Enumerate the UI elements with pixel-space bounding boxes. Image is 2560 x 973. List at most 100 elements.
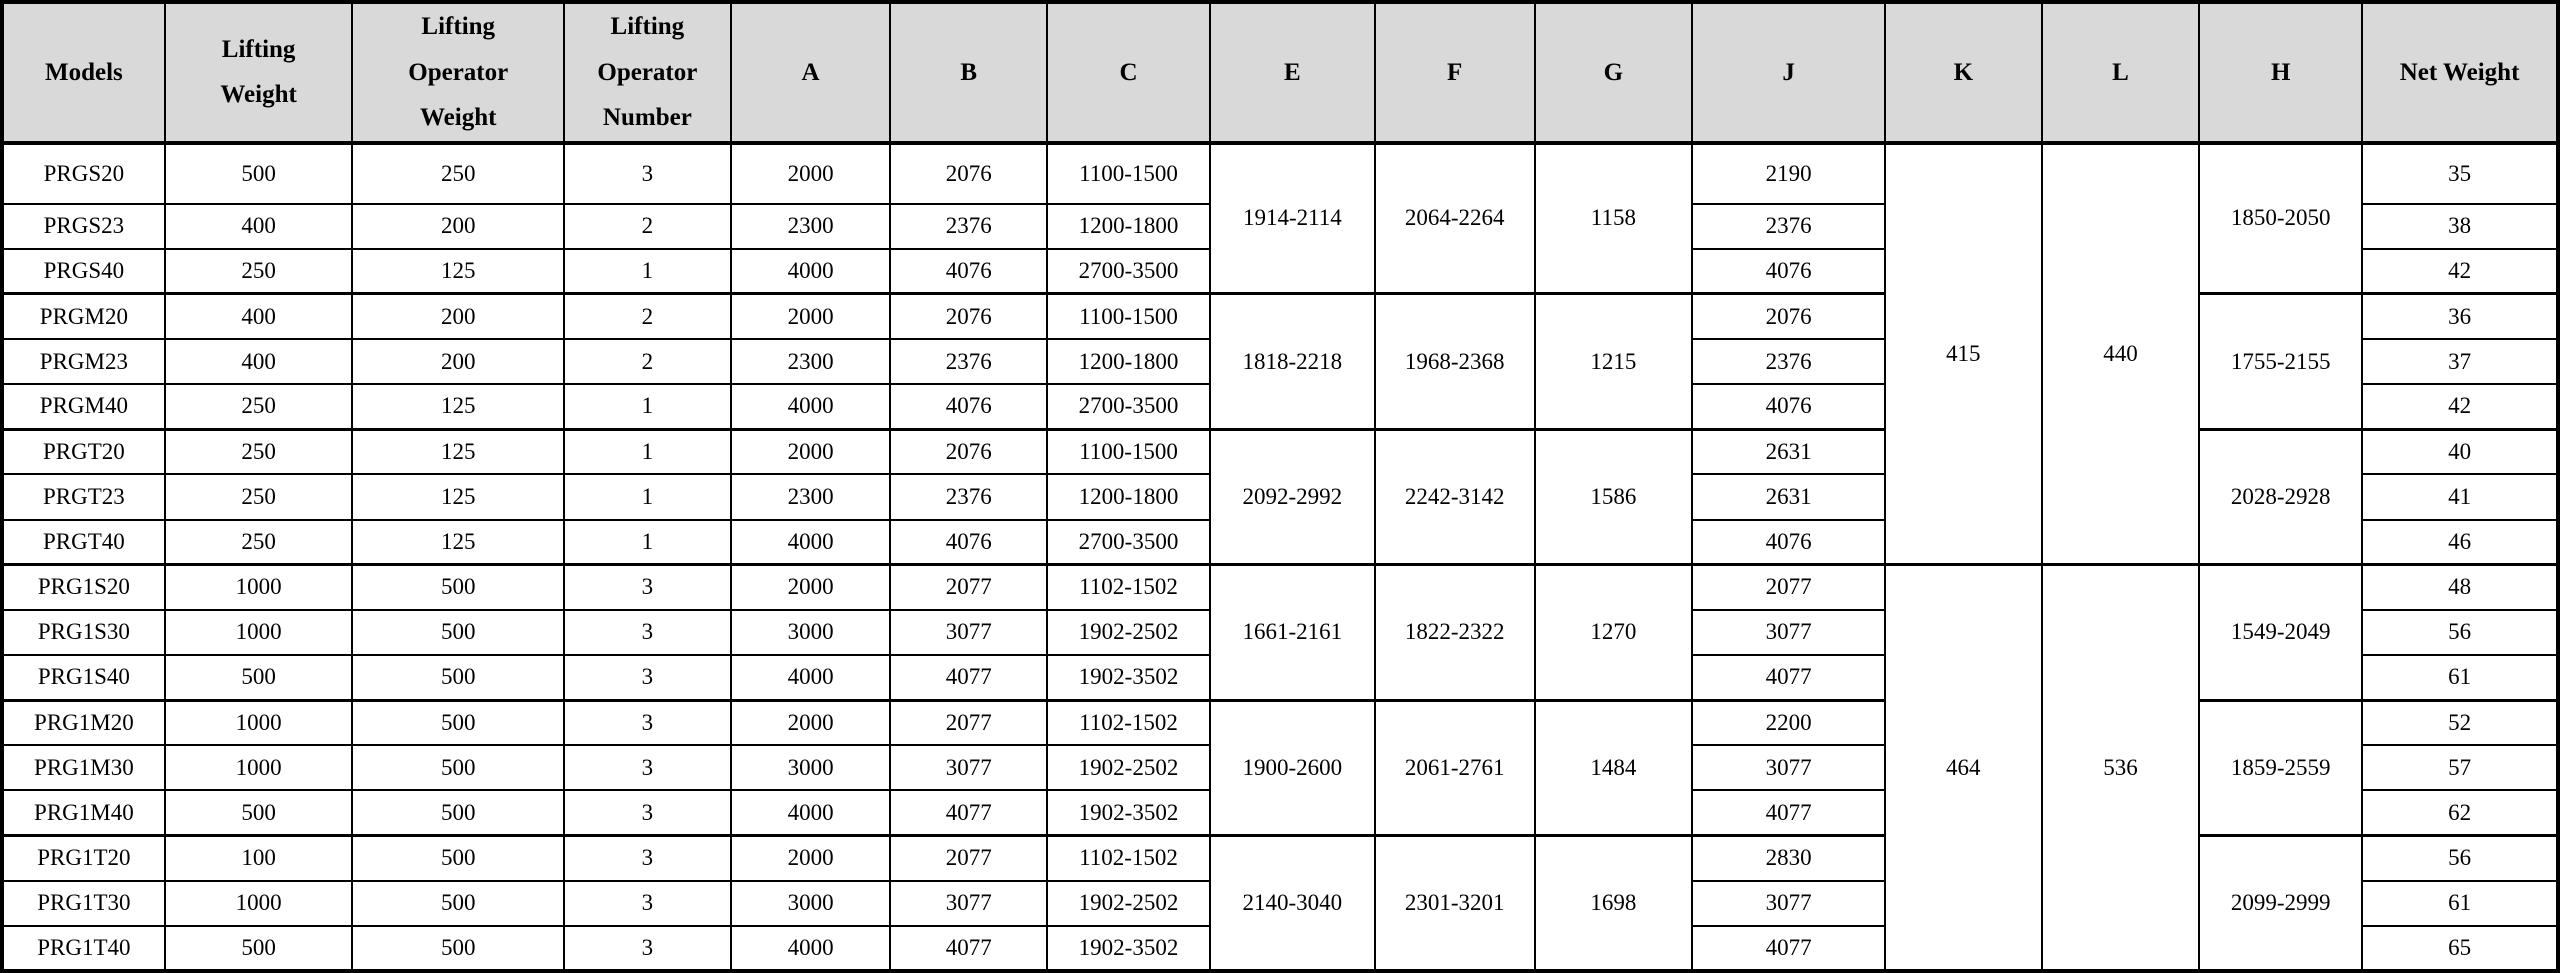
cell-net-weight: 62	[2361, 789, 2559, 837]
cell-lifting-operator-weight: 125	[351, 473, 566, 521]
column-header-f: F	[1373, 1, 1536, 145]
cell-lifting-operator-weight: 125	[351, 518, 566, 566]
cell-net-weight: 56	[2361, 833, 2559, 882]
cell-c: 1100-1500	[1046, 141, 1211, 205]
cell-lifting-operator-weight: 500	[351, 563, 566, 611]
cell-h-merged: 2028-2928	[2198, 427, 2364, 566]
cell-model: PRG1M20	[1, 698, 166, 747]
cell-a: 2000	[729, 563, 892, 611]
cell-net-weight: 38	[2361, 202, 2559, 250]
cell-model: PRG1T30	[1, 879, 166, 927]
cell-lifting-operator-weight: 500	[351, 653, 566, 702]
cell-lifting-weight: 250	[163, 473, 354, 521]
cell-lifting-weight: 250	[163, 518, 354, 566]
cell-lifting-operator-weight: 250	[351, 141, 566, 205]
cell-net-weight: 52	[2361, 698, 2559, 747]
cell-a: 3000	[729, 744, 892, 792]
cell-e-merged: 2140-3040	[1208, 833, 1376, 972]
cell-b: 4077	[889, 653, 1049, 702]
cell-lifting-weight: 250	[163, 247, 354, 295]
cell-a: 4000	[729, 789, 892, 837]
cell-c: 1102-1502	[1046, 563, 1211, 611]
cell-lifting-operator-number: 3	[563, 698, 732, 747]
cell-e-merged: 1900-2600	[1208, 698, 1376, 837]
column-header-b: B	[889, 1, 1049, 145]
cell-a: 4000	[729, 653, 892, 702]
cell-g-merged: 1586	[1533, 427, 1694, 566]
cell-lifting-weight: 400	[163, 292, 354, 341]
cell-c: 1200-1800	[1046, 338, 1211, 386]
cell-j: 2190	[1691, 141, 1886, 205]
cell-lifting-operator-weight: 200	[351, 292, 566, 341]
cell-l-merged: 536	[2040, 563, 2201, 973]
cell-lifting-operator-number: 3	[563, 653, 732, 702]
cell-lifting-weight: 500	[163, 141, 354, 205]
table-row-prg1s40: PRG1S40 500 500 3 4000 4077 1902-3502 4077 61	[1, 653, 2559, 702]
cell-c: 1200-1800	[1046, 202, 1211, 250]
cell-model: PRG1M30	[1, 744, 166, 792]
cell-lifting-operator-number: 1	[563, 247, 732, 295]
cell-lifting-operator-number: 3	[563, 608, 732, 656]
cell-c: 1902-3502	[1046, 653, 1211, 702]
column-header-lifting_operator_number: Lifting Operator Number	[563, 1, 732, 145]
column-header-lifting_operator_weight: Lifting Operator Weight	[351, 1, 566, 145]
cell-b: 2076	[889, 141, 1049, 205]
column-header-a: A	[729, 1, 892, 145]
cell-lifting-operator-weight: 200	[351, 202, 566, 250]
cell-a: 2300	[729, 202, 892, 250]
cell-g-merged: 1484	[1533, 698, 1694, 837]
table-row-prg1m30: PRG1M30 1000 500 3 3000 3077 1902-2502 3077 57	[1, 744, 2559, 792]
cell-lifting-weight: 1000	[163, 563, 354, 611]
cell-c: 2700-3500	[1046, 518, 1211, 566]
cell-b: 3077	[889, 879, 1049, 927]
cell-c: 2700-3500	[1046, 247, 1211, 295]
cell-j: 3077	[1691, 744, 1886, 792]
column-header-model: Models	[1, 1, 166, 145]
cell-e-merged: 1818-2218	[1208, 292, 1376, 431]
cell-net-weight: 56	[2361, 608, 2559, 656]
cell-k-merged: 464	[1883, 563, 2043, 973]
cell-lifting-operator-weight: 500	[351, 744, 566, 792]
cell-lifting-weight: 100	[163, 833, 354, 882]
cell-a: 4000	[729, 247, 892, 295]
cell-lifting-operator-weight: 125	[351, 383, 566, 431]
cell-a: 3000	[729, 608, 892, 656]
cell-c: 1102-1502	[1046, 833, 1211, 882]
cell-b: 2376	[889, 473, 1049, 521]
column-header-g: G	[1533, 1, 1694, 145]
cell-b: 4076	[889, 518, 1049, 566]
cell-c: 1902-2502	[1046, 744, 1211, 792]
cell-c: 1902-3502	[1046, 924, 1211, 973]
cell-net-weight: 37	[2361, 338, 2559, 386]
cell-f-merged: 2061-2761	[1373, 698, 1536, 837]
table-row-prgs20: PRGS20 500 250 3 2000 2076 1100-1500 1914-2114 2…	[1, 141, 2559, 566]
cell-e-merged: 2092-2992	[1208, 427, 1376, 566]
cell-b: 2077	[889, 563, 1049, 611]
cell-c: 1902-2502	[1046, 879, 1211, 927]
column-header-k: K	[1883, 1, 2043, 145]
cell-lifting-operator-number: 2	[563, 202, 732, 250]
cell-model: PRGS23	[1, 202, 166, 250]
column-header-c: C	[1046, 1, 1211, 145]
cell-lifting-weight: 1000	[163, 744, 354, 792]
cell-lifting-operator-number: 1	[563, 383, 732, 431]
cell-lifting-operator-weight: 500	[351, 924, 566, 973]
cell-c: 1200-1800	[1046, 473, 1211, 521]
table-row-prgt20: PRGT20 250 125 1 2000 2076 1100-1500 2092-2992 2…	[1, 427, 2559, 566]
cell-g-merged: 1698	[1533, 833, 1694, 972]
cell-model: PRGT40	[1, 518, 166, 566]
table-row-prgm40: PRGM40 250 125 1 4000 4076 2700-3500 4076 42	[1, 383, 2559, 431]
column-header-lifting_weight: Lifting Weight	[163, 1, 354, 145]
cell-j: 4076	[1691, 518, 1886, 566]
cell-f-merged: 1822-2322	[1373, 563, 1536, 702]
cell-j: 4077	[1691, 924, 1886, 973]
cell-net-weight: 42	[2361, 247, 2559, 295]
cell-lifting-operator-weight: 500	[351, 879, 566, 927]
cell-model: PRG1M40	[1, 789, 166, 837]
cell-lifting-weight: 500	[163, 924, 354, 973]
cell-model: PRG1S40	[1, 653, 166, 702]
cell-b: 2376	[889, 202, 1049, 250]
cell-lifting-operator-number: 3	[563, 789, 732, 837]
cell-lifting-operator-number: 3	[563, 924, 732, 973]
